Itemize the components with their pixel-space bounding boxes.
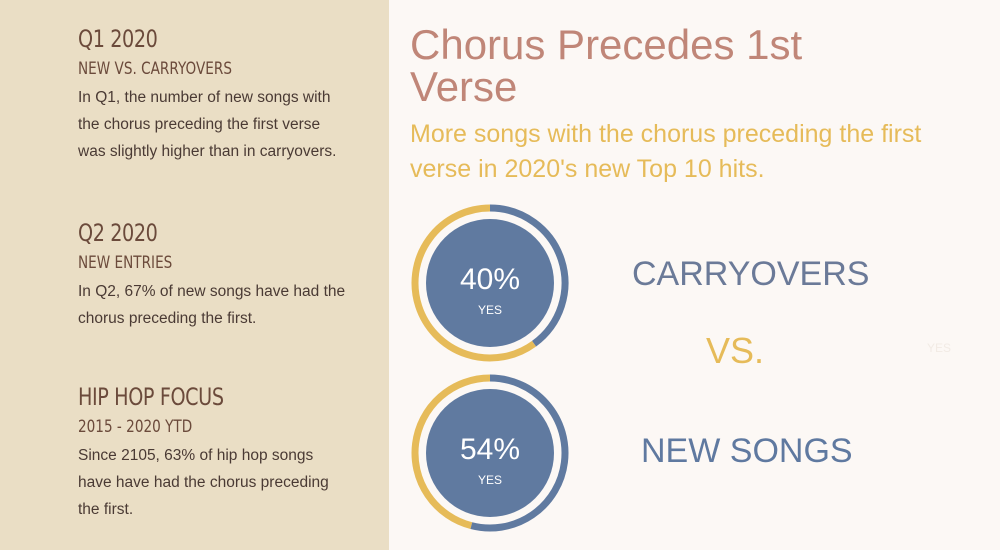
section-body: In Q1, the number of new songs with the … xyxy=(78,89,337,160)
chart-title: Chorus Precedes 1st Verse xyxy=(410,21,803,110)
donut-center-disc xyxy=(426,389,554,517)
donut-carryovers: 40% YES xyxy=(410,203,570,363)
donut-center-label: YES xyxy=(477,303,502,317)
section-q2-2020: Q2 2020 NEW ENTRIES In Q2, 67% of new so… xyxy=(78,218,368,332)
vs-label: VS. xyxy=(706,330,765,371)
section-subheading: NEW ENTRIES xyxy=(78,253,173,273)
section-q1-2020: Q1 2020 NEW VS. CARRYOVERS In Q1, the nu… xyxy=(78,24,368,165)
donut-new-songs-ring xyxy=(411,374,569,532)
donut-remainder-arc xyxy=(411,204,537,362)
section-body: In Q2, 67% of new songs have had the cho… xyxy=(78,283,346,327)
section-subheading: 2015 - 2020 YTD xyxy=(78,417,193,437)
faint-yes-label: YES xyxy=(927,341,952,355)
section-hip-hop-focus: HIP HOP FOCUS 2015 - 2020 YTD Since 2105… xyxy=(78,382,368,523)
donut-value-arc xyxy=(489,204,569,347)
donut-remainder-arc xyxy=(411,374,491,530)
section-heading: HIP HOP FOCUS xyxy=(78,383,224,411)
donut-center-disc xyxy=(426,219,554,347)
donut-center-label: YES xyxy=(477,473,502,487)
donut-value-arc xyxy=(470,374,569,532)
section-body: Since 2105, 63% of hip hop songs have ha… xyxy=(78,447,329,518)
section-subheading: NEW VS. CARRYOVERS xyxy=(78,59,232,79)
section-heading: Q1 2020 xyxy=(78,25,158,53)
series-label-new-songs: NEW SONGS xyxy=(641,432,853,470)
section-heading: Q2 2020 xyxy=(78,219,158,247)
series-label-carryovers: CARRYOVERS xyxy=(632,255,870,293)
donut-carryovers-ring xyxy=(411,204,569,362)
sidebar: Q1 2020 NEW VS. CARRYOVERS In Q1, the nu… xyxy=(0,0,389,550)
donut-value-label: 40% xyxy=(459,263,521,296)
chart-subtitle: More songs with the chorus preceding the… xyxy=(410,120,922,183)
donut-new-songs: 54% YES xyxy=(410,373,570,533)
donut-value-label: 54% xyxy=(459,433,521,466)
